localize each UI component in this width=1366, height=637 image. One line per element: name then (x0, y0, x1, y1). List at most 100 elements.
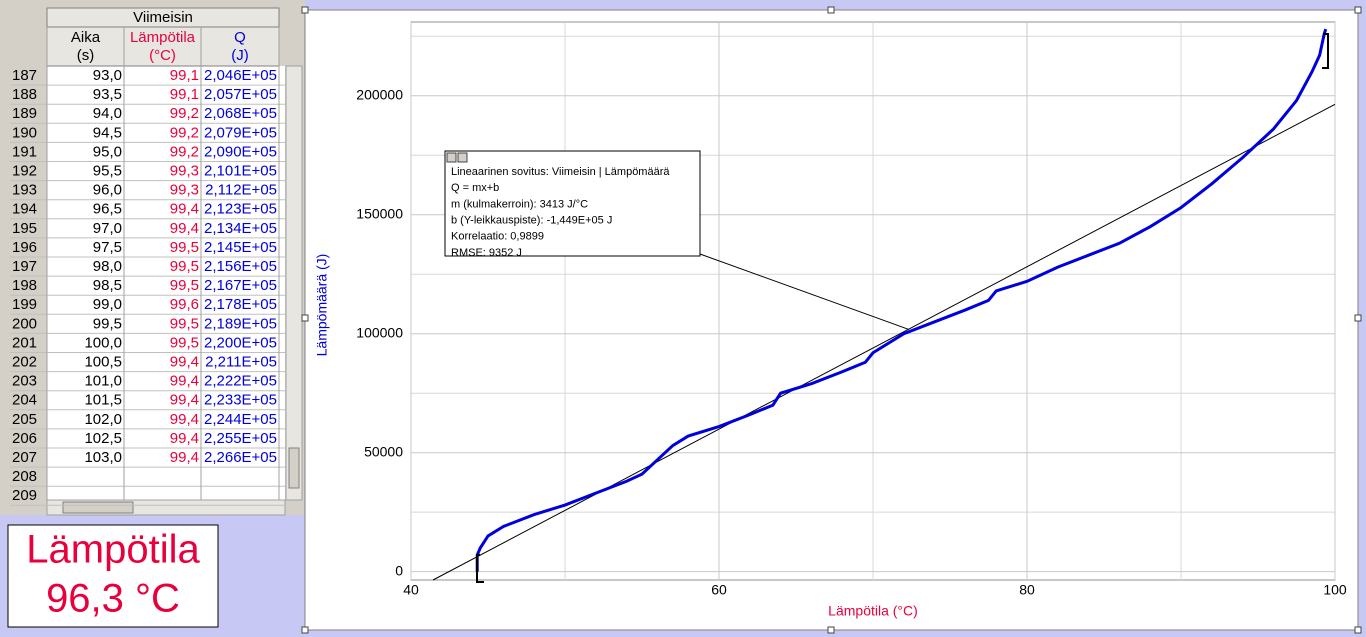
table-cell: 99,4 (170, 392, 199, 409)
table-cell: 2,112E+05 (205, 182, 277, 199)
table-cell: 2,079E+05 (204, 124, 277, 141)
row-number: 200 (12, 315, 37, 332)
row-number-column (10, 66, 47, 500)
scroll-thumb[interactable] (288, 447, 300, 489)
table-cell: 102,5 (84, 430, 122, 447)
column-unit: (°C) (149, 47, 176, 64)
y-axis-label: Lämpömäärä (J) (314, 254, 330, 357)
meter-value: 96,3 °C (46, 577, 180, 621)
table-cell: 99,5 (170, 258, 199, 275)
table-cell: 101,5 (84, 392, 122, 409)
h-scroll-thumb[interactable] (62, 501, 134, 514)
table-cell: 96,5 (93, 201, 122, 218)
row-number: 189 (12, 105, 37, 122)
y-tick-label: 150000 (356, 205, 403, 221)
y-tick-label: 100000 (356, 324, 403, 340)
table-cell: 96,0 (93, 182, 122, 199)
row-number: 197 (12, 258, 37, 275)
table-cell: 2,189E+05 (204, 315, 277, 332)
annotation-leader (699, 253, 909, 330)
table-cell: 99,1 (170, 86, 199, 103)
row-number: 193 (12, 182, 37, 199)
table-cell: 100,0 (84, 334, 122, 351)
table-cell: 102,0 (84, 411, 122, 428)
table-cell: 99,4 (170, 201, 199, 218)
x-tick-label: 60 (711, 582, 727, 598)
x-tick-label: 40 (403, 582, 419, 598)
group-header: Viimeisin (133, 9, 193, 26)
row-number: 188 (12, 86, 37, 103)
row-number: 202 (12, 353, 37, 370)
table-cell: 99,1 (170, 67, 199, 84)
x-tick-label: 100 (1323, 582, 1347, 598)
y-tick-label: 200000 (356, 86, 403, 102)
column-unit: (s) (77, 47, 95, 64)
table-cell: 93,5 (93, 86, 122, 103)
table-cell: 97,5 (93, 239, 122, 256)
table-cell: 98,0 (93, 258, 122, 275)
table-cell: 2,255E+05 (204, 430, 277, 447)
annotation-text: RMSE: 9352 J (451, 247, 522, 259)
row-number: 209 (12, 487, 37, 504)
x-tick-label: 80 (1019, 582, 1035, 598)
annotation-text: m (kulmakerroin): 3413 J/°C (451, 198, 588, 210)
column-header: Q (234, 29, 246, 46)
row-number: 204 (12, 392, 37, 409)
table-cell: 2,266E+05 (204, 449, 277, 466)
column-header: Aika (71, 29, 101, 46)
row-number: 206 (12, 430, 37, 447)
row-number: 187 (12, 67, 37, 84)
row-number: 208 (12, 468, 37, 485)
annotation-text: b (Y-leikkauspiste): -1,449E+05 J (451, 215, 612, 227)
column-header-cell (46, 26, 125, 67)
data-line (475, 28, 1328, 572)
table-cell: 93,0 (93, 67, 122, 84)
row-number: 194 (12, 201, 37, 218)
table-cell: 94,5 (93, 124, 122, 141)
row-number: 190 (12, 124, 37, 141)
table-cell: 2,046E+05 (204, 67, 277, 84)
table-cell: 2,233E+05 (204, 392, 277, 409)
table-cell: 99,4 (170, 449, 199, 466)
table-cell: 99,5 (93, 315, 122, 332)
table-cell: 99,4 (170, 353, 199, 370)
meter-box (7, 524, 219, 628)
table-cell: 2,145E+05 (204, 239, 277, 256)
table-cell: 2,167E+05 (204, 277, 277, 294)
annotation-minimize (457, 152, 468, 163)
row-number: 191 (12, 143, 37, 160)
table-cell: 99,3 (170, 182, 199, 199)
vertical-scrollbar[interactable] (285, 65, 303, 501)
table-cell: 2,156E+05 (204, 258, 277, 275)
table-cell: 2,057E+05 (204, 86, 277, 103)
table-cell: 99,2 (170, 143, 199, 160)
row-number: 199 (12, 296, 37, 313)
table-cell: 103,0 (84, 449, 122, 466)
annotation-text: Korrelaatio: 0,9899 (451, 231, 544, 243)
column-unit: (J) (231, 47, 249, 64)
table-cell: 99,6 (170, 296, 199, 313)
table-cell: 101,0 (84, 373, 122, 390)
table-cell: 100,5 (84, 353, 122, 370)
table-cell: 2,068E+05 (204, 105, 277, 122)
table-cell: 99,5 (170, 315, 199, 332)
table-cell: 99,2 (170, 105, 199, 122)
row-number: 205 (12, 411, 37, 428)
table-cell: 2,178E+05 (204, 296, 277, 313)
table-cell: 99,5 (170, 277, 199, 294)
table-cell: 2,211E+05 (205, 353, 277, 370)
table-cell: 95,0 (93, 143, 122, 160)
table-cell: 99,4 (170, 220, 199, 237)
table-cell: 2,134E+05 (204, 220, 277, 237)
table-cell: 94,0 (93, 105, 122, 122)
row-number: 192 (12, 162, 37, 179)
resize-handles (301, 6, 1362, 634)
table-cell: 99,4 (170, 430, 199, 447)
row-number: 203 (12, 373, 37, 390)
table-cell: 2,222E+05 (204, 373, 277, 390)
table-cell: 2,244E+05 (204, 411, 277, 428)
row-number: 195 (12, 220, 37, 237)
annotation-close (446, 152, 457, 163)
